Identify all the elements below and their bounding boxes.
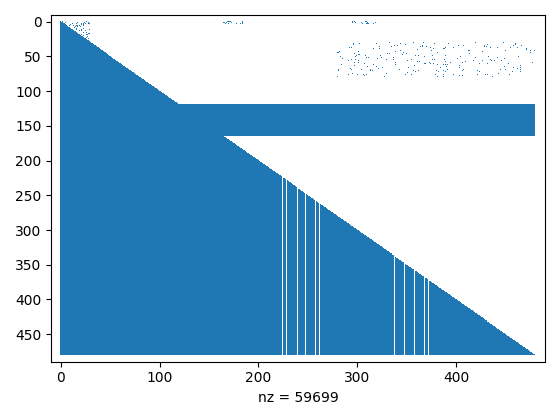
X-axis label: nz = 59699: nz = 59699 [258,391,338,405]
